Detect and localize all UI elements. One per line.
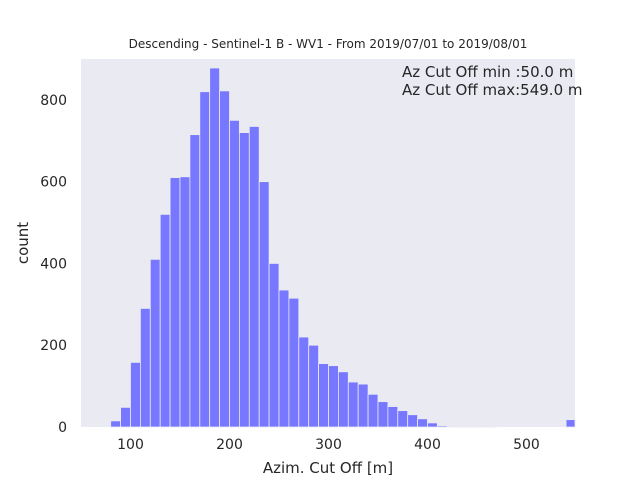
histogram-bar — [446, 425, 458, 428]
histogram-bar — [258, 181, 270, 428]
histogram-bar — [436, 425, 448, 428]
x-tick-label: 500 — [513, 437, 540, 453]
histogram-bar — [308, 344, 319, 428]
histogram-bar — [268, 263, 280, 428]
histogram-bar — [149, 258, 161, 428]
histogram-bar — [238, 132, 250, 428]
histogram-bar — [298, 336, 310, 428]
histogram-bar — [159, 213, 171, 428]
histogram-bar — [199, 91, 211, 428]
chart-title: Descending - Sentinel-1 B - WV1 - From 2… — [129, 37, 528, 51]
histogram-bar — [387, 406, 399, 428]
histogram-bar — [357, 383, 369, 428]
histogram-bars — [110, 67, 576, 428]
histogram-bar — [169, 177, 181, 428]
histogram-bar — [248, 126, 260, 428]
x-tick-label: 100 — [117, 437, 144, 453]
y-axis-label: count — [14, 222, 32, 264]
histogram-bar — [565, 419, 576, 428]
x-tick-label: 300 — [315, 437, 342, 453]
histogram-bar — [337, 371, 349, 428]
histogram-bar — [318, 363, 329, 428]
histogram-bar — [288, 297, 300, 428]
histogram-bar — [367, 393, 379, 428]
y-axis-ticks: 0 200 400 600 800 — [40, 93, 67, 436]
histogram-bar — [377, 401, 389, 428]
histogram-bar — [476, 425, 488, 428]
x-tick-label: 400 — [414, 437, 441, 453]
histogram-bar — [120, 406, 131, 428]
x-tick-label: 200 — [216, 437, 243, 453]
histogram-bar — [130, 361, 141, 428]
y-tick-label: 0 — [58, 420, 67, 436]
histogram-bar — [397, 410, 409, 428]
histogram-bar — [179, 176, 191, 428]
y-tick-label: 200 — [40, 338, 67, 354]
y-tick-label: 600 — [40, 175, 67, 191]
x-axis-ticks: 100 200 300 400 500 — [117, 437, 540, 453]
histogram-bar — [209, 67, 220, 428]
histogram-bar — [328, 365, 339, 428]
histogram-bar — [139, 308, 151, 428]
x-axis-label: Azim. Cut Off [m] — [263, 459, 393, 477]
histogram-bar — [189, 134, 201, 428]
histogram-bar — [407, 414, 418, 428]
annotation-max: Az Cut Off max:549.0 m — [402, 81, 583, 99]
histogram-bar — [219, 90, 230, 428]
histogram-bar — [347, 381, 359, 428]
histogram-bar — [110, 420, 121, 428]
y-tick-label: 800 — [40, 93, 67, 109]
annotation-min: Az Cut Off min :50.0 m — [402, 63, 573, 81]
histogram-bar — [229, 119, 240, 428]
histogram-bar — [427, 422, 438, 428]
y-tick-label: 400 — [40, 256, 67, 272]
histogram-bar — [417, 418, 428, 428]
histogram-bar — [278, 289, 290, 428]
